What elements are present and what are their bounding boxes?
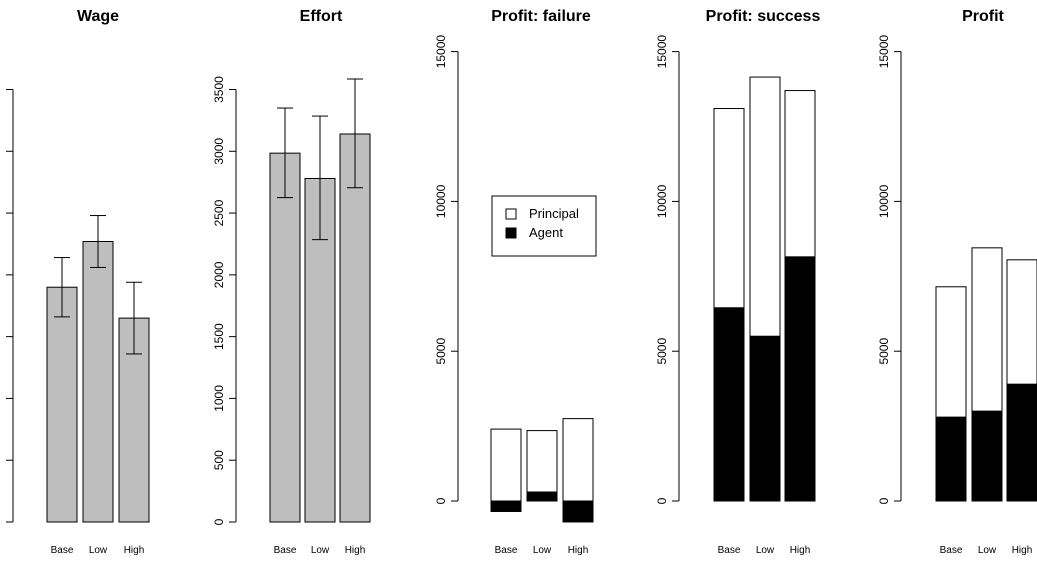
bar-principal-base [713, 108, 745, 309]
panel-3: Profit: failure 0 5000 10000 15000 Base Low Hig… [434, 8, 597, 556]
y-tick-label: 3500 [212, 76, 226, 103]
y-tick-label: 0 [0, 518, 3, 525]
y-tick-label: 1000 [212, 385, 226, 412]
category-label: Base [51, 545, 74, 556]
legend-swatch-agent [505, 227, 517, 239]
panel-title: Profit: success [706, 8, 821, 25]
y-tick-label: 10000 [434, 184, 448, 218]
panel-4: Profit: success 0 5000 10000 15000 Base Low Hig… [655, 8, 820, 556]
y-tick-label: 500 [0, 450, 3, 470]
y-tick-label: 15000 [877, 35, 891, 69]
panel-title: Profit: failure [491, 8, 591, 25]
y-tick-label: 10000 [655, 184, 669, 218]
y-tick-label: 10000 [877, 184, 891, 218]
legend-swatch-principal [505, 208, 517, 220]
bar-principal-high [562, 418, 594, 502]
category-label: High [1012, 545, 1033, 556]
y-tick-label: 1500 [212, 323, 226, 350]
category-label: High [568, 545, 589, 556]
bar-principal-low [526, 430, 558, 493]
bar-agent-base [713, 307, 745, 502]
category-label: Low [978, 545, 997, 556]
panel-1: Wage 0 500 1000 1500 2000 2500 3000 3500 Base Low H… [0, 8, 150, 556]
bar-principal-base [935, 286, 967, 418]
bar-agent-high [1006, 383, 1037, 502]
bar-agent-base [935, 416, 967, 502]
y-tick-label: 5000 [877, 338, 891, 365]
y-tick-label: 0 [434, 497, 448, 504]
category-label: High [124, 545, 145, 556]
bar-agent-high [562, 500, 594, 523]
y-tick-label: 2000 [212, 261, 226, 288]
bar-high [339, 133, 371, 523]
bar-principal-high [1006, 259, 1037, 385]
bar-agent-low [526, 491, 558, 502]
panel-title: Effort [300, 8, 343, 25]
y-tick-label: 3000 [0, 138, 3, 165]
y-tick-label: 3000 [212, 138, 226, 165]
category-label: Low [533, 545, 552, 556]
bar-agent-high [784, 256, 816, 502]
panel-title: Profit [962, 8, 1004, 25]
y-tick-label: 2500 [212, 199, 226, 226]
legend-box [491, 195, 597, 257]
y-tick-label: 1500 [0, 323, 3, 350]
legend-label: Agent [529, 225, 563, 240]
legend: Principal Agent [491, 195, 597, 257]
bar-principal-base [490, 428, 522, 502]
y-tick-label: 0 [877, 497, 891, 504]
category-label: Base [274, 545, 297, 556]
category-label: High [790, 545, 811, 556]
category-label: Base [495, 545, 518, 556]
y-tick-label: 2500 [0, 199, 3, 226]
bar-low [82, 240, 114, 523]
category-label: Low [756, 545, 775, 556]
y-tick-label: 1000 [0, 385, 3, 412]
bar-base [269, 152, 301, 523]
bar-principal-low [971, 247, 1003, 412]
bar-agent-base [490, 500, 522, 512]
bar-base [46, 286, 78, 523]
bar-agent-low [971, 410, 1003, 502]
y-tick-label: 5000 [434, 338, 448, 365]
category-label: Base [718, 545, 741, 556]
y-tick-label: 3500 [0, 76, 3, 103]
y-tick-label: 0 [212, 518, 226, 525]
panel-2: Effort 0 500 1000 1500 2000 2500 3000 3500 Base Lo… [212, 8, 371, 556]
y-tick-label: 15000 [434, 35, 448, 69]
bar-agent-low [749, 335, 781, 502]
category-label: High [345, 545, 366, 556]
y-tick-label: 5000 [655, 338, 669, 365]
y-tick-label: 500 [212, 450, 226, 470]
panel-title: Wage [77, 8, 119, 25]
y-tick-label: 15000 [655, 35, 669, 69]
category-label: Low [311, 545, 330, 556]
category-label: Base [940, 545, 963, 556]
bar-principal-low [749, 76, 781, 337]
y-tick-label: 0 [655, 497, 669, 504]
y-tick-label: 2000 [0, 261, 3, 288]
panel-5: Profit 0 5000 10000 15000 Base Low High [877, 8, 1037, 556]
bar-principal-high [784, 90, 816, 258]
legend-label: Principal [529, 206, 579, 221]
category-label: Low [89, 545, 108, 556]
